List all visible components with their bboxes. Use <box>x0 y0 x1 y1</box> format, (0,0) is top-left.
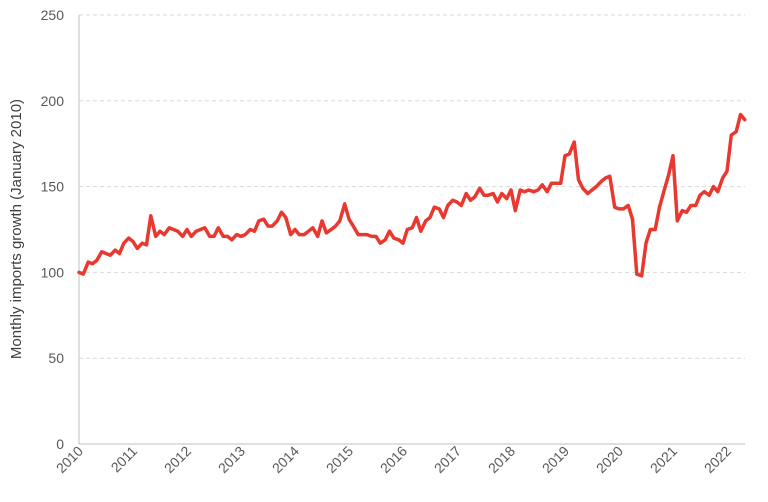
x-tick-label: 2018 <box>485 443 518 476</box>
series-line <box>77 112 747 278</box>
y-tick-label: 250 <box>41 7 65 23</box>
x-tick-label: 2013 <box>215 443 248 476</box>
y-tick-label: 50 <box>48 350 64 366</box>
x-tick-labels: 2010 2011 2012 2013 2014 2015 2016 2017 2018 2019… <box>53 443 735 476</box>
x-tick-label: 2016 <box>377 443 410 476</box>
x-tick-label: 2011 <box>108 443 141 476</box>
x-tick-label: 2022 <box>701 443 734 476</box>
y-tick-label: 100 <box>41 264 65 280</box>
y-tick-label: 150 <box>41 179 65 195</box>
x-tick-label: 2021 <box>647 443 680 476</box>
x-tick-label: 2017 <box>431 443 464 476</box>
x-tick-label: 2015 <box>323 443 356 476</box>
x-tick-label: 2019 <box>539 443 572 476</box>
gridlines <box>79 14 745 359</box>
x-tick-label: 2012 <box>161 443 194 476</box>
series-layer <box>77 112 747 278</box>
x-tick-label: 2014 <box>269 443 302 476</box>
axes <box>78 15 745 445</box>
x-tick-label: 2020 <box>593 443 626 476</box>
y-tick-label: 200 <box>41 93 65 109</box>
y-axis-label: Monthly imports growth (January 2010) <box>8 99 25 359</box>
y-tick-labels: 0 50 100 150 200 250 <box>41 7 65 452</box>
y-tick-label: 0 <box>56 436 64 452</box>
